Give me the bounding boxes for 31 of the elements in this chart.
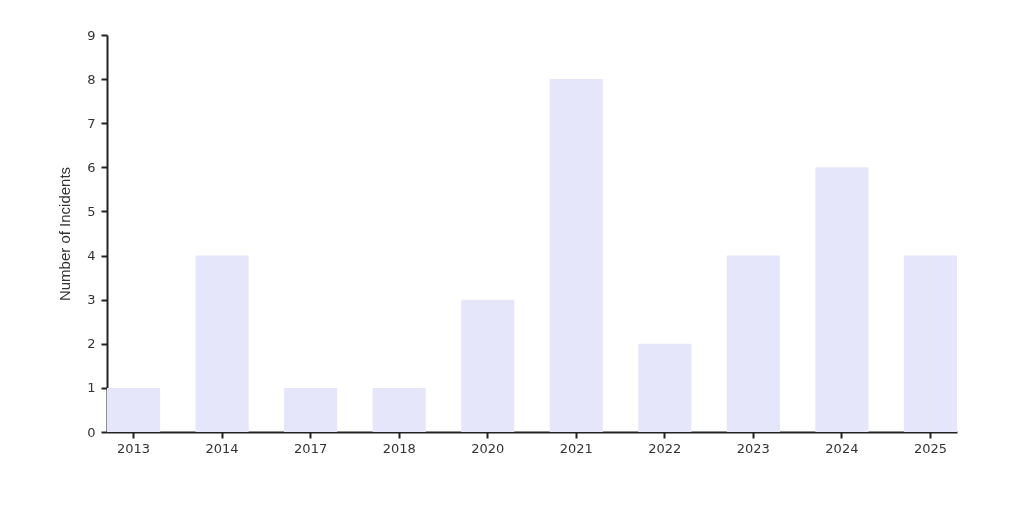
bar <box>549 79 603 432</box>
y-tick-label: 2 <box>87 336 96 352</box>
y-tick-label: 3 <box>87 292 96 308</box>
bar <box>903 255 957 432</box>
y-tick-label: 8 <box>87 71 96 87</box>
y-tick-label: 4 <box>87 248 96 264</box>
y-tick-label: 6 <box>87 159 96 175</box>
x-tick-label: 2017 <box>294 440 328 456</box>
y-axis-title: Number of Incidents <box>56 166 74 302</box>
bar <box>107 387 161 432</box>
y-tick-label: 1 <box>87 380 96 396</box>
bar <box>195 255 249 432</box>
bar <box>372 387 426 432</box>
x-tick-label: 2024 <box>825 440 859 456</box>
bar <box>815 167 869 432</box>
x-tick-label: 2021 <box>559 440 593 456</box>
x-tick-label: 2022 <box>648 440 682 456</box>
x-tick-label: 2018 <box>382 440 416 456</box>
bar <box>284 387 338 432</box>
x-tick-label: 2025 <box>913 440 947 456</box>
y-tick-label: 7 <box>87 115 96 131</box>
bar <box>638 343 692 432</box>
x-tick-label: 2014 <box>205 440 239 456</box>
y-tick-label: 0 <box>87 424 96 440</box>
bar <box>726 255 780 432</box>
bar <box>461 299 515 432</box>
x-tick-label: 2020 <box>471 440 505 456</box>
y-tick-label: 9 <box>87 27 96 43</box>
x-tick-label: 2013 <box>117 440 151 456</box>
y-tick-label: 5 <box>87 203 96 219</box>
x-tick-label: 2023 <box>736 440 770 456</box>
